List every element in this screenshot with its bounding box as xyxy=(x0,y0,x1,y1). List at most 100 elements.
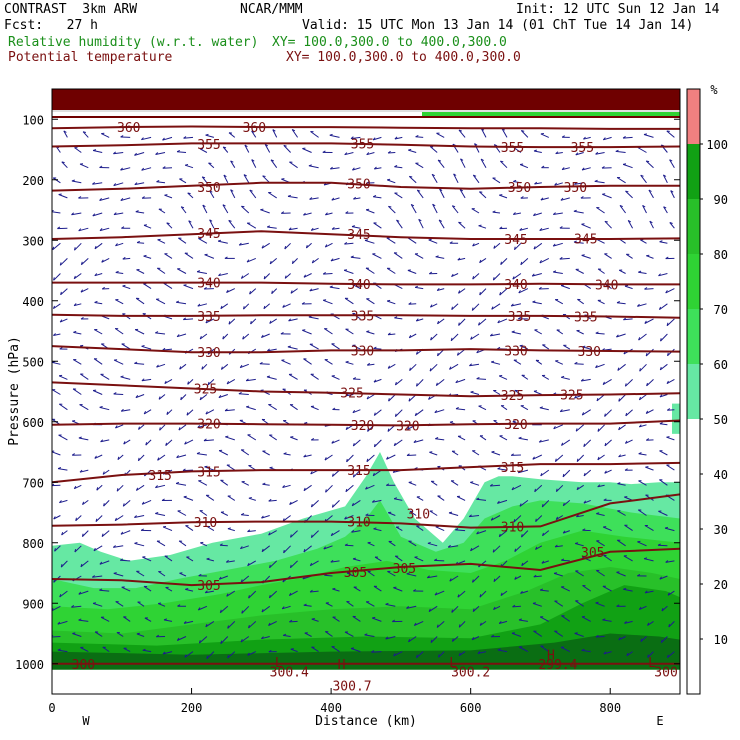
wind-vector-head xyxy=(500,592,503,596)
wind-vector-head xyxy=(310,227,314,231)
wind-vector xyxy=(324,328,333,335)
wind-vector xyxy=(388,394,396,402)
wind-vector xyxy=(562,500,571,507)
wind-vector-head xyxy=(344,543,348,546)
wind-vector xyxy=(427,542,438,547)
wind-vector-head xyxy=(429,368,432,372)
wind-vector xyxy=(99,560,110,565)
wind-vector xyxy=(287,195,298,199)
contour-label: 305 xyxy=(581,546,604,561)
x-tick-label: 0 xyxy=(48,701,55,715)
wind-vector xyxy=(113,359,124,365)
wind-vector-head xyxy=(134,152,137,156)
wind-vector xyxy=(177,268,187,274)
wind-vector xyxy=(532,301,542,305)
wind-vector xyxy=(180,394,187,401)
wind-vector-head xyxy=(240,546,243,550)
wind-vector xyxy=(624,620,633,624)
wind-vector xyxy=(387,571,396,577)
wind-vector-head xyxy=(122,256,126,260)
wind-vector xyxy=(306,242,312,249)
wind-vector xyxy=(366,394,375,400)
wind-vector-head xyxy=(161,498,165,501)
wind-vector xyxy=(73,303,82,307)
wind-vector-head xyxy=(622,163,627,165)
wind-vector-head xyxy=(240,512,245,516)
wind-vector xyxy=(415,286,424,290)
wind-vector xyxy=(645,409,654,414)
wind-vector xyxy=(116,632,124,637)
wind-vector xyxy=(532,602,542,607)
wind-vector xyxy=(241,205,250,214)
wind-vector-head xyxy=(665,290,668,294)
wind-vector-head xyxy=(554,182,557,186)
wind-vector xyxy=(262,483,270,486)
wind-vector xyxy=(385,603,396,607)
wind-vector-head xyxy=(311,618,315,620)
wind-vector-head xyxy=(604,413,606,417)
wind-vector xyxy=(386,237,396,244)
wind-vector xyxy=(223,174,229,184)
wind-vector-head xyxy=(263,305,266,309)
wind-vector xyxy=(52,605,61,612)
wind-vector xyxy=(262,175,271,184)
wind-vector-head xyxy=(428,608,431,612)
wind-vector xyxy=(434,409,445,414)
wind-vector xyxy=(511,303,522,307)
wind-vector-head xyxy=(143,224,147,226)
wind-vector-head xyxy=(93,547,96,552)
wind-vector xyxy=(120,530,131,535)
wind-vector xyxy=(434,559,445,562)
wind-vector-head xyxy=(371,650,375,653)
wind-vector xyxy=(513,181,521,184)
wind-vector xyxy=(491,451,501,456)
wind-vector xyxy=(52,361,61,365)
contour-label: 300 xyxy=(654,666,677,681)
wind-vector-head xyxy=(287,194,291,197)
wind-vector-head xyxy=(618,426,621,431)
wind-vector-head xyxy=(113,572,117,574)
wind-vector-head xyxy=(555,151,559,154)
wind-vector xyxy=(350,256,361,259)
contour-label: 345 xyxy=(347,228,370,243)
wind-vector xyxy=(227,651,236,659)
wind-vector-head xyxy=(121,226,125,229)
wind-vector-head xyxy=(268,649,272,653)
wind-vector xyxy=(182,469,194,472)
wind-vector xyxy=(72,633,82,637)
wind-vector xyxy=(539,616,550,622)
wind-vector xyxy=(92,602,103,607)
wind-vector-head xyxy=(238,391,242,395)
wind-vector-head xyxy=(643,133,648,135)
colorbar-swatch-over xyxy=(687,89,700,144)
wind-vector xyxy=(395,409,403,417)
wind-vector xyxy=(451,605,459,613)
wind-vector xyxy=(346,601,354,607)
wind-vector xyxy=(261,636,270,640)
wind-vector-head xyxy=(659,576,662,580)
wind-vector-head xyxy=(510,303,514,307)
wind-vector-head xyxy=(540,472,543,477)
wind-vector xyxy=(435,438,445,441)
wind-vector xyxy=(666,318,675,327)
wind-vector-head xyxy=(575,152,579,156)
wind-vector-head xyxy=(78,618,82,621)
wind-vector xyxy=(470,333,480,340)
wind-vector xyxy=(199,148,208,153)
wind-vector-head xyxy=(574,395,577,399)
wind-vector-head xyxy=(302,329,306,331)
wind-vector xyxy=(248,497,256,501)
contour-label: 315 xyxy=(148,469,171,484)
wind-vector xyxy=(157,239,166,244)
wind-vector xyxy=(116,484,124,492)
wind-vector-head xyxy=(117,456,120,460)
contour-label: 300 xyxy=(72,658,95,673)
wind-vector xyxy=(268,620,277,626)
wind-vector xyxy=(240,449,250,456)
wind-vector-head xyxy=(219,543,223,546)
wind-vector-head xyxy=(415,351,418,355)
wind-vector xyxy=(52,242,61,251)
wind-vector xyxy=(435,526,445,532)
